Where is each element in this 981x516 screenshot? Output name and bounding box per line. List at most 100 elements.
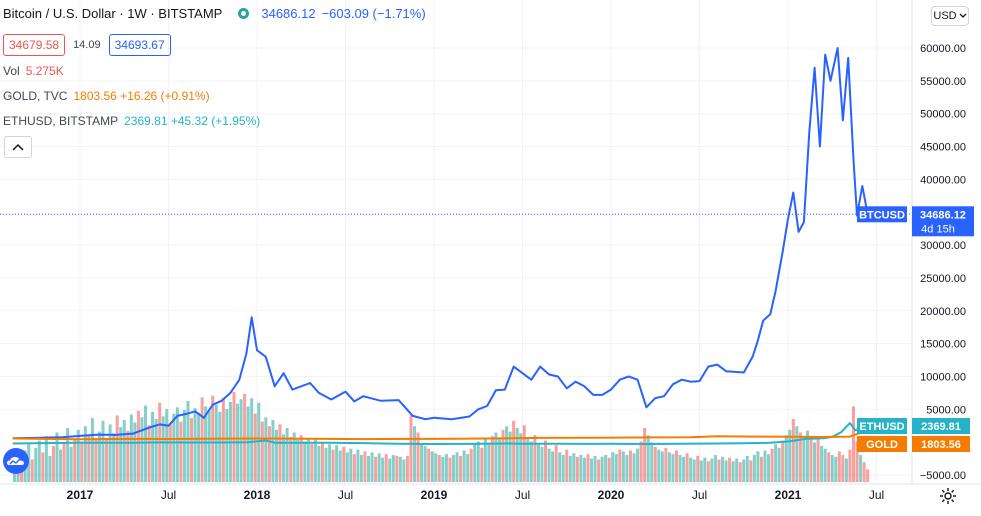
volume-bar [257,402,261,482]
x-tick-label: Jul [869,488,884,502]
volume-bar [522,425,526,482]
volume-bar [593,455,597,482]
volume-bar [140,417,144,482]
volume-bar [448,457,452,482]
volume-bar [802,437,806,482]
ethusd-price-label: ETHUSD 2369.81 [857,418,970,434]
volume-bar [597,459,601,482]
volume-bar [646,435,650,482]
volume-bar [218,411,222,482]
volume-bar [703,457,707,482]
sell-button[interactable]: 34679.58 [3,34,66,56]
volume-bar [324,447,328,482]
volume-bar [795,426,799,482]
y-tick-label: 30000.00 [920,240,966,252]
volume-bars [13,392,870,482]
volume-bar [600,456,604,482]
volume-bar [529,441,533,482]
volume-bar [813,442,817,482]
volume-bar [639,441,643,482]
volume-bar [827,452,831,482]
x-tick-label: 2021 [775,488,802,502]
gold-value-tag [912,436,970,452]
volume-bar [657,449,661,482]
volume-bar [359,455,363,482]
btc-value-tag [912,206,974,237]
volume-bar [427,448,431,482]
volume-bar [859,455,863,482]
btc-value-text: 34686.12 [920,209,966,221]
x-tick-label: Jul [515,488,530,502]
volume-bar [48,455,52,482]
volume-bar [625,455,629,482]
volume-bar [274,429,278,482]
symbol-title[interactable]: Bitcoin / U.S. Dollar · 1W · BITSTAMP [3,6,223,21]
chart-settings-button[interactable] [938,486,958,506]
volume-bar [490,436,494,482]
x-tick-label: 2017 [67,488,94,502]
volume-bar [76,429,80,482]
volume-bar [480,447,484,482]
volume-bar [105,437,109,482]
tradingview-logo[interactable] [3,448,29,474]
volume-bar [724,460,728,482]
y-tick-label: 55000.00 [920,76,966,88]
last-price: 34686.12 [261,6,316,21]
volume-bar [788,429,792,482]
volume-bar [356,449,360,482]
collapse-legend-button[interactable] [4,136,32,158]
grid [0,0,912,484]
buy-button[interactable]: 34693.67 [108,34,171,56]
volume-bar [154,419,158,482]
time-axis[interactable] [0,484,981,511]
eth-legend[interactable]: ETHUSD, BITSTAMP 2369.81 +45.32 (+1.95%) [3,114,260,128]
volume-bar [136,410,140,482]
volume-bar [653,446,657,482]
volume-bar [561,455,565,482]
volume-bar [469,448,473,482]
y-tick-label: 45000.00 [920,142,966,154]
volume-bar [282,434,286,482]
series-lines [0,47,912,445]
volume-bar [370,452,374,482]
volume-bar [331,449,335,482]
currency-select[interactable]: USD [931,6,969,26]
volume-bar [816,436,820,482]
volume-bar [476,441,480,482]
volume-bar [34,447,38,482]
volume-bar [696,455,700,482]
volume-bar [483,438,487,482]
volume-bar [172,413,176,482]
volume-bar [264,417,268,482]
volume-bar [328,444,332,482]
volume-bar [536,444,540,482]
x-tick-label: 2020 [598,488,625,502]
volume-bar [487,442,491,482]
y-tick-label: 20000.00 [920,306,966,318]
gold-label: GOLD, TVC [3,89,68,103]
volume-bar [313,439,317,482]
volume-bar [611,452,615,482]
volume-bar [310,444,314,482]
volume-bar [728,457,732,482]
volume-bar [193,408,197,482]
volume-bar [621,451,625,482]
volume-bar [151,411,155,482]
volume-bar [706,461,710,482]
eth-label: ETHUSD, BITSTAMP [3,114,119,128]
volume-bar [55,432,59,482]
volume-bar [473,444,477,482]
x-tick-label: 2019 [421,488,448,502]
volume-bar [420,443,424,482]
volume-bar [841,455,845,482]
volume-bar [416,432,420,482]
volume-bar [37,440,41,482]
ethusd-name-tag [857,418,907,434]
volume-legend[interactable]: Vol 5.275K [3,64,64,78]
volume-bar [784,435,788,482]
gold-legend[interactable]: GOLD, TVC 1803.56 +16.26 (+0.91%) [3,89,210,103]
volume-bar [441,456,445,482]
